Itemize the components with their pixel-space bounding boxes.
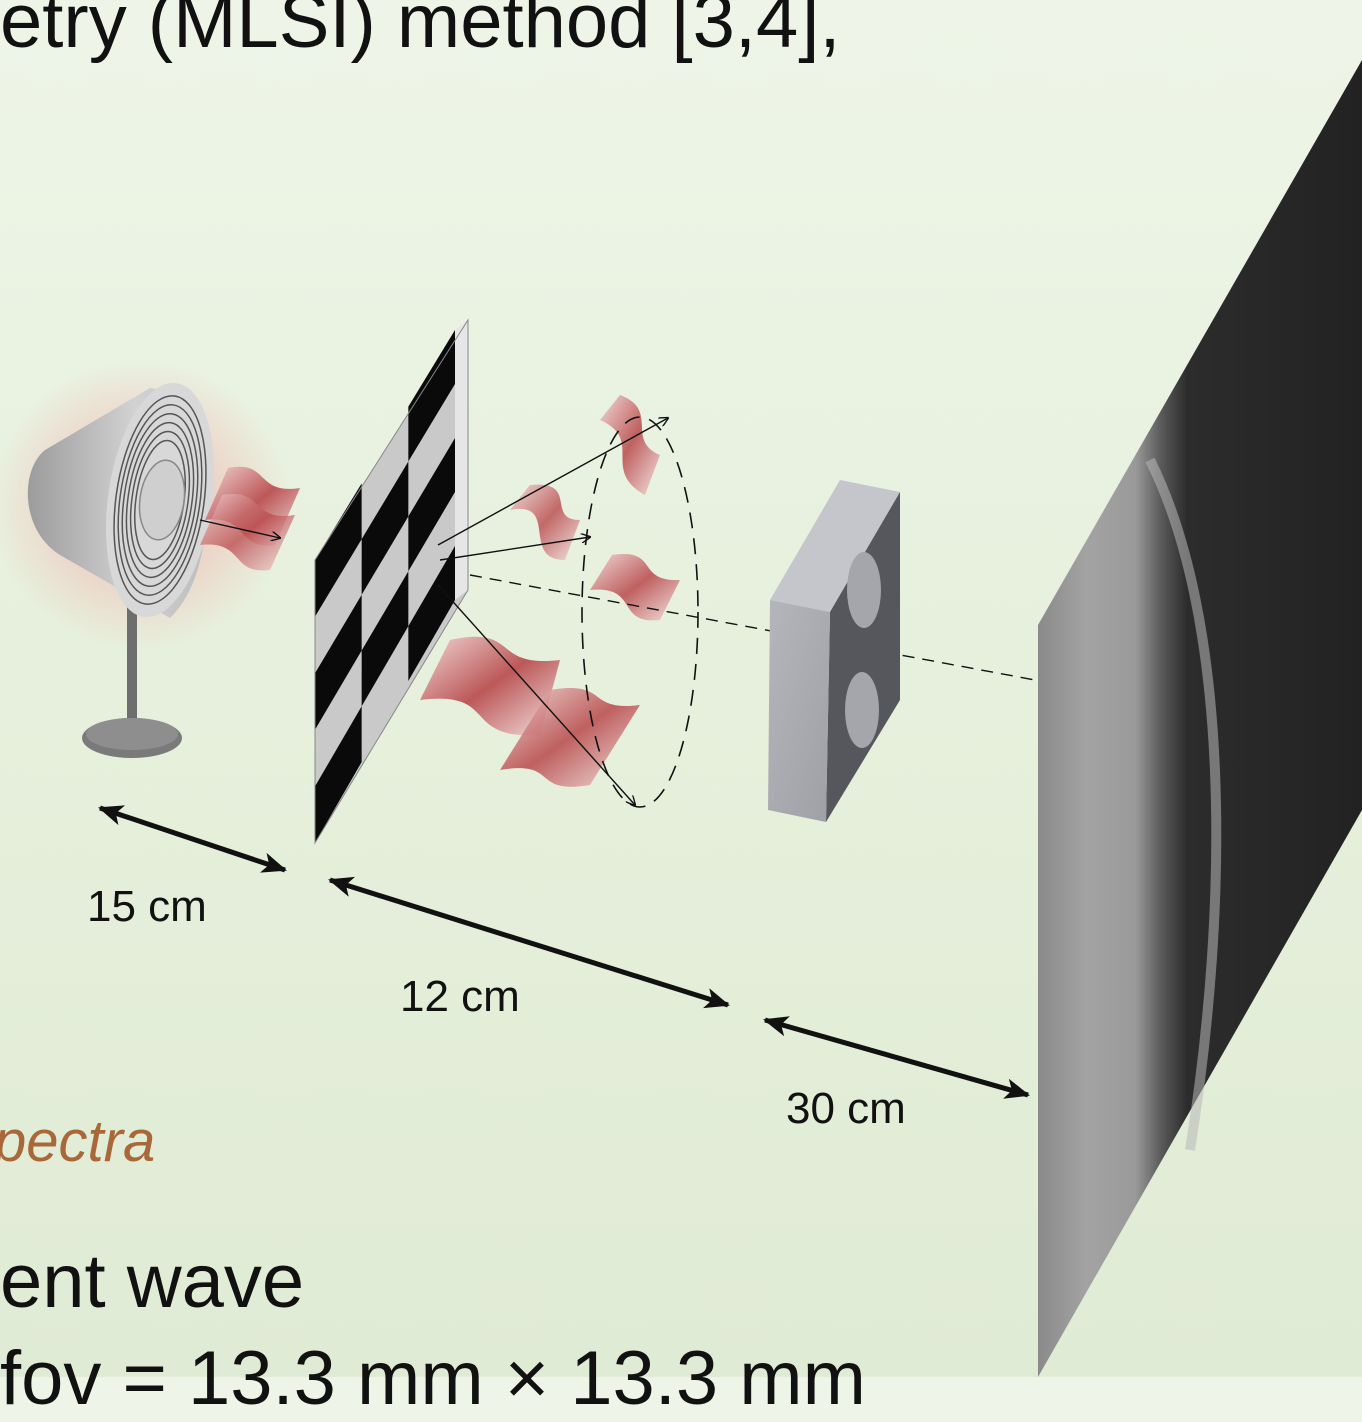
grating-dark-cell	[315, 483, 362, 617]
fov-text-fragment: fov = 13.3 mm × 13.3 mm	[0, 1336, 866, 1421]
incident-wave	[200, 466, 300, 571]
diffraction-rays	[437, 418, 668, 805]
experimental-setup-diagram	[0, 60, 1362, 1377]
sample	[768, 480, 900, 822]
distance-label-sample-screen: 30 cm	[786, 1084, 906, 1133]
heading-text-fragment: etry (MLSI) method [3,4],	[0, 0, 841, 64]
grating-dark-cell	[361, 461, 409, 595]
distance-arrow-30cm	[762, 1016, 1031, 1099]
xray-source	[0, 360, 290, 758]
distance-label-source-grating: 15 cm	[87, 882, 207, 931]
distance-arrow-15cm	[98, 805, 287, 873]
detector-screen	[1038, 60, 1362, 1377]
grating-dark-cell	[315, 594, 362, 730]
grating-dark-cell	[408, 330, 455, 462]
grating-dark-cell	[408, 546, 455, 681]
grating-dark-cell	[408, 438, 455, 572]
grating-dark-cell	[315, 706, 362, 843]
distance-arrow-12cm	[328, 876, 730, 1009]
phase-grating	[314, 318, 469, 845]
optical-axis	[469, 574, 1036, 681]
diffraction-cone-outline	[581, 416, 699, 808]
wave-text-fragment: ent wave	[0, 1239, 305, 1324]
spectra-text-fragment: pectra	[0, 1109, 156, 1174]
grating-dark-cell	[361, 571, 409, 707]
distance-label-grating-sample: 12 cm	[400, 972, 520, 1021]
